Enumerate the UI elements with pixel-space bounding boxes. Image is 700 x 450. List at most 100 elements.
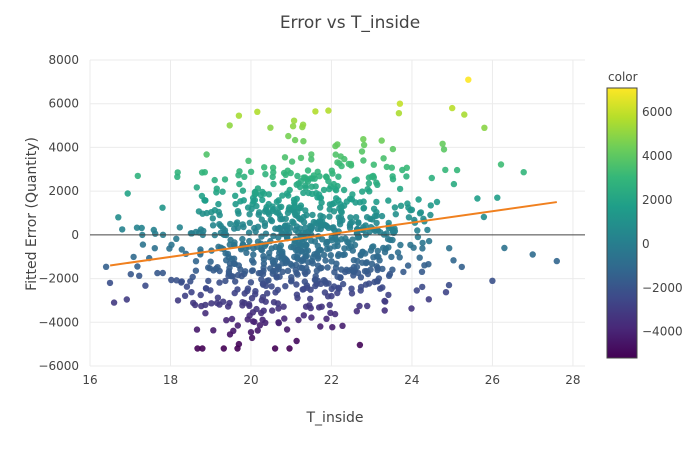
data-point (304, 247, 312, 254)
data-point (385, 197, 392, 204)
data-point (251, 318, 258, 326)
data-point (228, 315, 236, 323)
data-point (262, 230, 270, 237)
data-point (373, 212, 380, 219)
data-point (520, 169, 527, 176)
data-point (270, 232, 277, 240)
data-point (331, 243, 338, 250)
data-point (400, 268, 407, 276)
data-point (336, 221, 344, 228)
data-point (410, 244, 417, 251)
data-point (181, 292, 189, 299)
data-point (280, 303, 287, 310)
x-tick-label: 26 (485, 373, 500, 387)
data-point (301, 278, 308, 285)
data-point (284, 267, 292, 274)
data-point (324, 264, 331, 271)
data-point (385, 244, 392, 251)
data-point (374, 278, 381, 285)
data-point (274, 225, 282, 233)
data-point (341, 155, 348, 163)
data-point (197, 291, 204, 299)
data-point (209, 215, 216, 222)
data-point (215, 243, 222, 250)
data-point (176, 224, 183, 231)
data-point (303, 264, 310, 272)
data-point (359, 248, 366, 255)
data-point (428, 174, 435, 182)
data-point (178, 279, 185, 286)
data-point (279, 192, 286, 199)
data-point (106, 279, 114, 287)
data-point (294, 172, 301, 180)
data-point (298, 257, 305, 265)
data-point (419, 245, 426, 252)
data-point (317, 323, 324, 330)
data-point (320, 251, 328, 259)
data-point (349, 247, 356, 254)
data-point (360, 136, 367, 143)
data-point (192, 258, 200, 265)
data-point (326, 213, 333, 220)
data-point (314, 255, 322, 262)
data-point (474, 195, 481, 202)
data-point (166, 245, 173, 252)
data-point (328, 167, 335, 174)
data-point (349, 191, 356, 198)
data-point (239, 302, 246, 309)
data-point (329, 200, 336, 208)
data-point (324, 293, 332, 300)
data-point (327, 252, 334, 259)
data-point (134, 172, 141, 180)
data-point (461, 111, 468, 118)
data-point (388, 164, 395, 171)
data-point (331, 269, 338, 276)
data-point (202, 301, 209, 309)
data-point (309, 190, 316, 197)
data-point (391, 204, 399, 211)
data-point (354, 269, 362, 277)
data-point (315, 304, 323, 311)
data-point (396, 254, 403, 261)
data-point (203, 151, 210, 158)
data-point (332, 151, 339, 158)
data-point (274, 286, 281, 294)
data-point (265, 277, 272, 284)
data-point (302, 184, 309, 191)
data-point (259, 316, 266, 323)
data-point (312, 108, 319, 115)
data-point (296, 240, 303, 247)
data-point (307, 295, 314, 302)
data-point (299, 121, 307, 128)
data-point (289, 123, 297, 130)
data-point (173, 235, 180, 242)
data-point (288, 158, 296, 165)
data-point (273, 209, 280, 216)
data-point (246, 302, 253, 309)
x-tick-label: 22 (324, 373, 339, 387)
data-point (262, 282, 270, 289)
data-point (360, 157, 367, 164)
data-point (359, 188, 366, 195)
data-point (283, 326, 291, 333)
y-tick-label: −2000 (38, 272, 79, 286)
data-point (254, 223, 262, 230)
data-point (397, 202, 405, 209)
axis-ticks: 16 18 20 22 24 26 28 −6000 −4000 −2000 0 2000 4000 60… (38, 53, 580, 387)
data-point (379, 265, 386, 273)
y-axis-title: Fitted Error (Quantity) (24, 137, 40, 291)
data-point (133, 224, 141, 231)
data-point (335, 251, 342, 258)
data-point (427, 211, 434, 219)
data-point (250, 245, 257, 252)
data-point (320, 186, 328, 194)
data-point (381, 307, 388, 314)
data-point (134, 263, 141, 270)
data-point (268, 283, 275, 290)
data-point (220, 298, 227, 305)
data-point (244, 204, 252, 211)
y-tick-label: −4000 (38, 315, 79, 329)
data-point (293, 291, 301, 298)
data-point (275, 234, 282, 241)
data-point (282, 171, 289, 178)
